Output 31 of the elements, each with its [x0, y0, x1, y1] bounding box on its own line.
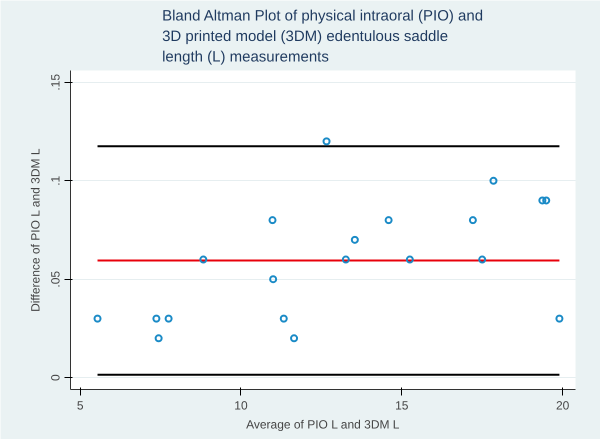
point [322, 137, 331, 146]
point [152, 314, 160, 323]
point [342, 256, 350, 264]
point [199, 256, 208, 264]
y-axis-title: Difference of PIO L and 3DM L [28, 148, 42, 312]
point [478, 256, 486, 264]
point [268, 216, 276, 224]
point [489, 176, 498, 185]
point [290, 334, 298, 342]
x-tick-label: 5 [76, 398, 84, 412]
point [154, 334, 163, 342]
point [555, 314, 564, 323]
y-tick-label: .05 [48, 270, 62, 288]
point [164, 314, 173, 323]
point [542, 196, 550, 204]
point [468, 216, 477, 224]
point [384, 216, 393, 224]
y-tick-label: 0 [48, 374, 62, 382]
x-tick-label: 20 [556, 398, 570, 412]
point [269, 275, 278, 284]
x-tick-label: 15 [395, 398, 409, 412]
point [280, 314, 288, 323]
x-tick-label: 10 [234, 398, 248, 412]
point [350, 236, 359, 244]
y-tick-label: .15 [48, 74, 62, 91]
point [538, 196, 546, 204]
point [94, 314, 102, 323]
chart-title: Bland Altman Plot of physical intraoral (PIO) and 3D printed model (3DM) edentulous saddle length (L) measurements [162, 8, 484, 66]
x-axis-title: Average of PIO L and 3DM L [246, 418, 400, 432]
point [406, 256, 414, 264]
y-tick-label: .1 [48, 175, 62, 186]
